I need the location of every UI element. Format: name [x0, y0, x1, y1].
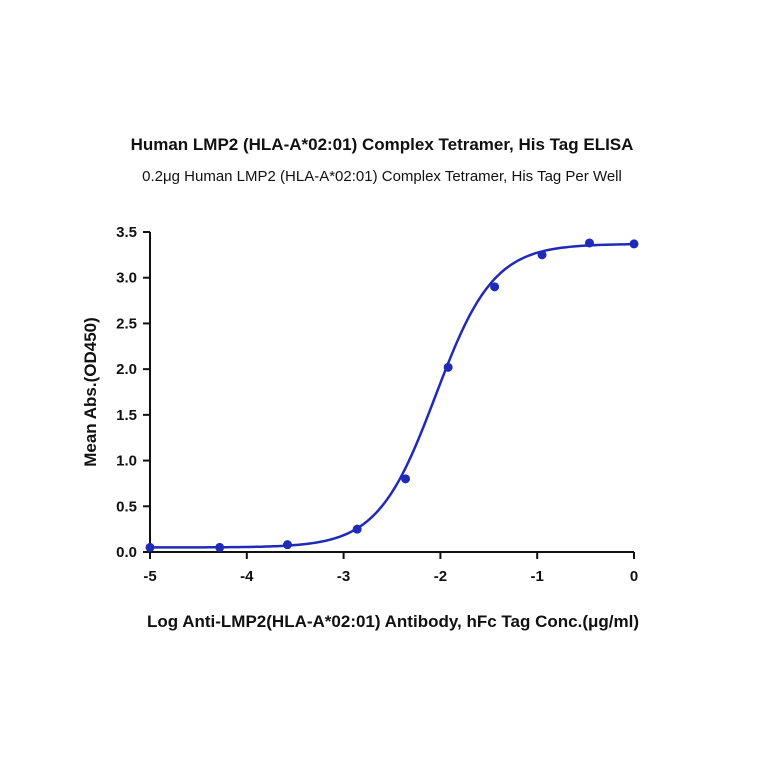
- data-point: [490, 282, 500, 292]
- fit-curve: [150, 242, 635, 549]
- data-point: [537, 250, 547, 260]
- y-tick-label: 0.5: [116, 498, 137, 515]
- x-tick-label: 0: [630, 568, 638, 585]
- data-point: [629, 239, 639, 249]
- plot-area: 0.0 0.5 1.0 1.5 2.0 2.5 3.0 3.5 -5 -4 -3 -2 -1 0: [116, 224, 639, 585]
- y-tick-label: 1.0: [116, 453, 137, 470]
- data-point: [443, 362, 453, 372]
- y-tick-label: 3.5: [116, 224, 137, 241]
- y-tick-label: 3.0: [116, 270, 137, 287]
- chart-subtitle: 0.2μg Human LMP2 (HLA-A*02:01) Complex T…: [142, 168, 622, 185]
- x-axis-ticks: -5 -4 -3 -2 -1 0: [143, 552, 638, 585]
- y-axis-label: Mean Abs.(OD450): [81, 317, 100, 467]
- data-point: [282, 540, 292, 550]
- x-tick-label: -2: [434, 568, 447, 585]
- data-point: [401, 474, 411, 484]
- y-axis-ticks: 0.0 0.5 1.0 1.5 2.0 2.5 3.0 3.5: [116, 224, 150, 561]
- y-tick-label: 0.0: [116, 544, 137, 561]
- x-tick-label: -1: [531, 568, 544, 585]
- chart-title: Human LMP2 (HLA-A*02:01) Complex Tetrame…: [131, 135, 634, 154]
- y-tick-label: 2.5: [116, 315, 137, 332]
- data-point: [352, 524, 362, 534]
- y-tick-label: 1.5: [116, 407, 137, 424]
- y-tick-label: 2.0: [116, 361, 137, 378]
- x-tick-label: -5: [143, 568, 156, 585]
- data-points: [145, 238, 639, 552]
- data-point: [145, 542, 155, 552]
- x-axis-label: Log Anti-LMP2(HLA-A*02:01) Antibody, hFc…: [147, 612, 639, 631]
- x-tick-label: -3: [337, 568, 350, 585]
- data-point: [215, 542, 225, 552]
- x-tick-label: -4: [240, 568, 254, 585]
- data-point: [584, 238, 594, 248]
